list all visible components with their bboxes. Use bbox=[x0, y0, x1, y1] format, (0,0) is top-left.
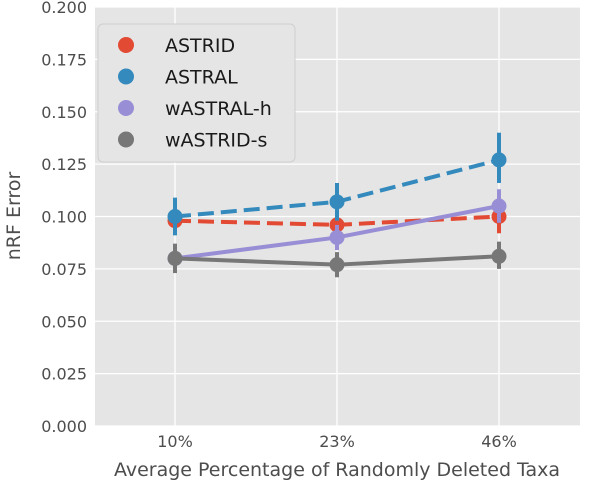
data-point bbox=[167, 209, 183, 224]
y-tick-label: 0.025 bbox=[41, 365, 87, 384]
y-tick-label: 0.150 bbox=[41, 103, 87, 122]
y-tick-label: 0.200 bbox=[41, 0, 87, 17]
y-tick-label: 0.100 bbox=[41, 208, 87, 227]
legend-marker bbox=[118, 100, 134, 116]
y-tick-label: 0.000 bbox=[41, 417, 87, 436]
x-tick-label: 10% bbox=[157, 432, 193, 451]
legend-label: wASTRAL-h bbox=[165, 98, 272, 120]
data-point bbox=[167, 250, 183, 266]
legend-label: wASTRID-s bbox=[165, 130, 267, 152]
data-point bbox=[329, 257, 345, 273]
series-layer bbox=[167, 132, 507, 278]
legend-box bbox=[97, 23, 296, 163]
legend-marker bbox=[118, 68, 134, 85]
x-tick-label: 46% bbox=[481, 432, 517, 451]
x-tick-label: 23% bbox=[319, 432, 355, 451]
y-tick-label: 0.125 bbox=[41, 155, 87, 174]
series-wastrid-s bbox=[167, 241, 507, 278]
series-astral bbox=[167, 132, 507, 236]
y-tick-label: 0.050 bbox=[41, 312, 87, 331]
legend-marker bbox=[118, 131, 134, 148]
data-point bbox=[329, 194, 345, 210]
x-axis-label: Average Percentage of Randomly Deleted T… bbox=[114, 459, 560, 481]
legend-label: ASTRID bbox=[165, 35, 235, 57]
data-point bbox=[491, 152, 507, 168]
data-point bbox=[329, 229, 345, 245]
x-tick-labels: 10% 23% 46% bbox=[157, 432, 517, 451]
legend-label: ASTRAL bbox=[165, 67, 238, 89]
y-tick-label: 0.175 bbox=[41, 50, 87, 69]
y-axis-label: nRF Error bbox=[3, 172, 25, 261]
data-point bbox=[491, 198, 507, 214]
legend: ASTRID ASTRAL wASTRAL-h wASTRID-s bbox=[97, 23, 296, 163]
y-tick-label: 0.075 bbox=[41, 260, 87, 279]
y-tick-labels: 0.000 0.025 0.050 0.075 0.100 0.125 0.150 0.175… bbox=[41, 0, 87, 436]
legend-marker bbox=[118, 37, 134, 53]
data-point bbox=[491, 248, 507, 264]
